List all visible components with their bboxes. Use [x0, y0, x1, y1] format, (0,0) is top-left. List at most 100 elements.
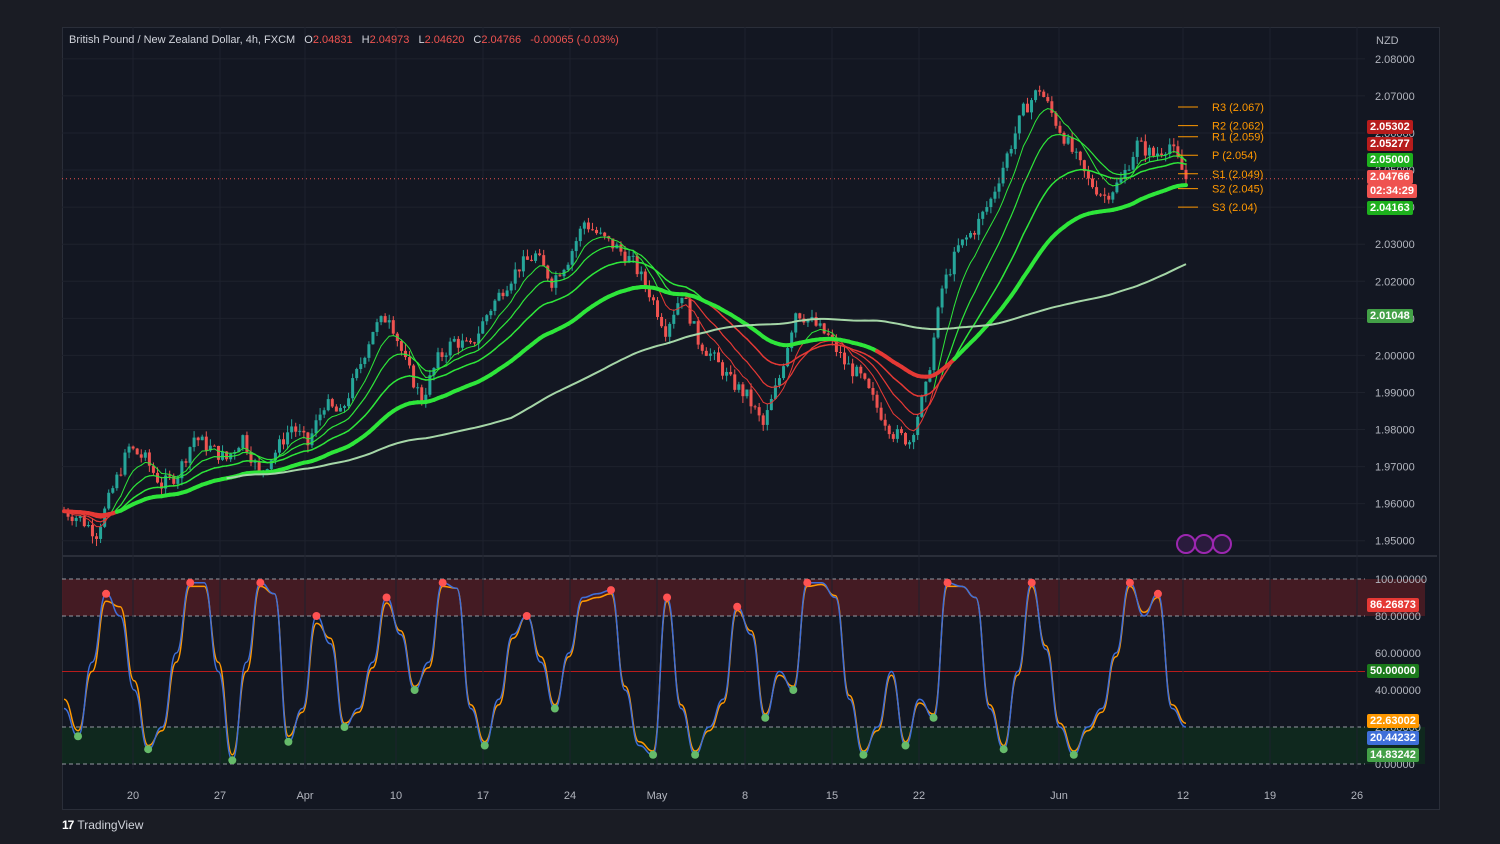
candle-body	[115, 474, 119, 489]
ema-slow-line	[372, 399, 378, 407]
candle-body	[1135, 140, 1139, 157]
ema-fast-line	[1039, 110, 1045, 116]
ema-fast-line	[445, 358, 451, 365]
ema-fast-line	[957, 280, 963, 293]
ema-fast-line	[535, 265, 541, 270]
low-value: 2.04620	[424, 34, 465, 46]
tradingview-name: TradingView	[77, 818, 144, 832]
ema-mid-line	[408, 355, 415, 361]
ema-mid-line	[1026, 166, 1033, 177]
ema-mid-line	[1010, 205, 1016, 217]
ema-mid-line	[559, 278, 565, 282]
candle-body	[680, 297, 684, 304]
candle-body	[985, 207, 989, 212]
uk-flag-icon[interactable]	[1194, 534, 1214, 554]
ema-mid-line	[563, 276, 569, 280]
ema-slow-line	[494, 344, 500, 350]
ema-mid-line	[136, 479, 142, 485]
tradingview-branding[interactable]: 17 TradingView	[62, 818, 143, 832]
ema-fast-line	[990, 217, 996, 226]
candle-body	[814, 316, 818, 326]
candle-body	[1078, 151, 1082, 161]
ema-fast-line	[1083, 147, 1089, 156]
candle-body	[444, 355, 448, 357]
ema-slow-line	[189, 476, 195, 481]
candle-body	[517, 269, 521, 272]
stoch-overbought-dot	[943, 578, 952, 587]
ema-fast-line	[197, 450, 203, 456]
ema-fast-line	[132, 466, 138, 472]
ema-fast-line	[177, 472, 183, 478]
candle-body	[558, 275, 562, 277]
candle-body	[286, 432, 290, 445]
ema-mid-line	[486, 338, 492, 344]
ema-mid-line	[1177, 155, 1183, 159]
ema-slow-line	[360, 414, 366, 421]
candle-body	[408, 357, 412, 366]
ema-mid-line	[270, 458, 276, 461]
ema-mid-line	[1140, 163, 1146, 166]
ema-mid-line	[1051, 134, 1057, 137]
symbol-title: British Pound / New Zealand Dollar, 4h, …	[69, 34, 296, 46]
ema-fast-line	[531, 268, 537, 274]
ema-mid-line	[616, 245, 622, 248]
candle-body	[668, 323, 672, 337]
ema-slow-line	[998, 275, 1004, 284]
uk-flag-icon[interactable]	[1212, 534, 1232, 554]
candle-body	[1058, 125, 1062, 133]
ema-fast-line	[152, 464, 158, 470]
ema-fast-line	[209, 448, 215, 451]
ema-fast-line	[726, 356, 732, 362]
candle-body	[164, 475, 168, 489]
candle-body	[436, 352, 440, 369]
ema-slow-line	[368, 405, 374, 412]
ema-mid-line	[1100, 162, 1106, 168]
ema-slow-line	[876, 360, 882, 367]
ema-fast-line	[669, 308, 675, 311]
ema-slow-line	[652, 267, 659, 273]
ema-slow-line	[888, 372, 895, 379]
ema-fast-line	[339, 411, 345, 415]
ema-slow-line	[868, 355, 874, 360]
ema-slow-line	[799, 353, 805, 357]
ema-mid-line	[522, 295, 529, 302]
ema-mid-line	[331, 424, 337, 428]
pivot-label: R2 (2.062)	[1212, 121, 1264, 133]
ema-slow-line	[1047, 183, 1053, 191]
ema-mid-line	[388, 355, 394, 360]
ema-slow-line	[896, 380, 903, 386]
ema-mid-line	[921, 408, 927, 413]
candle-body	[737, 384, 741, 390]
ema-slow-line	[498, 341, 504, 347]
ema-slow-line	[1014, 242, 1021, 253]
ema-fast-line	[490, 321, 496, 329]
osc-y-tick-label: 60.00000	[1375, 648, 1421, 660]
ema-fast-line	[222, 450, 228, 454]
osc-y-tick-label: 0.00000	[1375, 759, 1415, 771]
ema-mid-line	[884, 381, 890, 389]
stoch-oversold-dot	[340, 723, 349, 731]
candle-body	[265, 469, 269, 471]
ema-mid-line	[986, 258, 992, 268]
candle-body	[989, 198, 993, 208]
ema-fast-line	[482, 332, 488, 339]
candle-body	[891, 434, 895, 439]
pivot-label: S2 (2.045)	[1212, 184, 1263, 196]
event-flag-icon[interactable]	[1176, 534, 1196, 554]
ema-mid-line	[323, 429, 329, 435]
candle-body	[1046, 97, 1050, 102]
ema-mid-line	[307, 442, 313, 445]
candle-body	[188, 447, 192, 463]
ema-fast-line	[461, 347, 467, 351]
stoch-oversold-dot	[761, 713, 770, 722]
x-tick-label: 20	[127, 790, 139, 802]
ema-slow-line	[957, 342, 964, 352]
y-tick-label: 2.02000	[1375, 276, 1415, 288]
ema-mid-line	[262, 457, 268, 461]
ema-fast-line	[449, 354, 455, 360]
ema-mid-line	[201, 459, 207, 462]
economic-events[interactable]	[1176, 534, 1232, 554]
ema-mid-line	[433, 368, 439, 372]
candle-body	[424, 394, 428, 404]
